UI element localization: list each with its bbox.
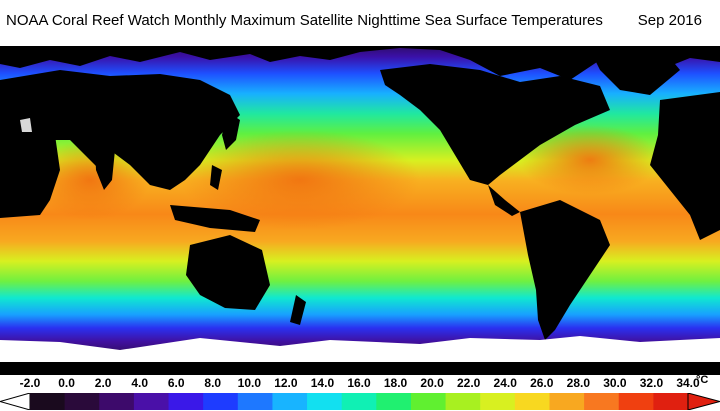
scale-swatch — [445, 393, 481, 410]
scale-swatch — [133, 393, 170, 410]
scale-label: 24.0 — [493, 376, 517, 390]
atlantic-warm-area — [520, 125, 660, 195]
scale-label: 30.0 — [603, 376, 627, 390]
scale-label: 4.0 — [131, 376, 148, 390]
scale-arrow-high — [687, 393, 720, 410]
scale-label: 18.0 — [383, 376, 408, 390]
scale-arrow-low — [0, 393, 31, 410]
scale-swatch — [653, 393, 689, 410]
scale-swatch — [549, 393, 585, 410]
philippines-land — [210, 165, 222, 190]
temperature-scale: -2.0 0.0 2.0 4.0 6.0 8.0 10.0 12.0 14.0 16.0 18.0 2… — [0, 374, 720, 411]
scale-swatch — [307, 393, 343, 410]
scale-swatch — [410, 393, 447, 410]
scale-swatch — [99, 393, 135, 410]
pacific-warm-pool — [180, 130, 420, 230]
new-zealand-land — [290, 295, 306, 325]
map-title: NOAA Coral Reef Watch Monthly Maximum Sa… — [6, 12, 603, 29]
color-bar — [0, 393, 720, 410]
scale-swatch — [584, 393, 620, 410]
scale-swatch — [237, 393, 273, 410]
scale-label: 12.0 — [274, 376, 298, 390]
north-america-land — [380, 64, 610, 185]
scale-swatch — [272, 393, 308, 410]
scale-label: 8.0 — [204, 376, 222, 390]
scale-label: 0.0 — [58, 376, 75, 390]
greenland-land — [590, 46, 680, 95]
scale-label: 32.0 — [639, 376, 664, 390]
scale-swatch — [64, 393, 100, 410]
scale-swatch — [168, 393, 204, 410]
ice-spot — [20, 118, 32, 132]
scale-label: 28.0 — [566, 376, 591, 390]
scale-label: 14.0 — [310, 376, 335, 390]
indonesia-land — [170, 205, 260, 232]
scale-swatch — [203, 393, 239, 410]
indian-warm-area — [30, 140, 150, 220]
scale-swatch — [618, 393, 654, 410]
title-bar: NOAA Coral Reef Watch Monthly Maximum Sa… — [0, 0, 720, 40]
south-america-land — [520, 200, 610, 340]
japan-land — [222, 112, 240, 150]
scale-label: 34.0 — [676, 376, 700, 390]
scale-swatch — [30, 393, 66, 410]
scale-swatch — [480, 393, 516, 410]
scale-label: 10.0 — [237, 376, 262, 390]
australia-land — [186, 235, 270, 310]
sst-map — [0, 40, 720, 375]
scale-label: 20.0 — [420, 376, 444, 390]
arctic-land — [0, 40, 720, 80]
scale-label: 2.0 — [94, 376, 112, 390]
scale-label: -2.0 — [19, 376, 41, 390]
scale-label: 22.0 — [456, 376, 481, 390]
scale-swatch — [341, 393, 377, 410]
scale-label: 6.0 — [167, 376, 185, 390]
map-date: Sep 2016 — [637, 12, 702, 29]
scale-swatch — [514, 393, 550, 410]
scale-labels: -2.0 0.0 2.0 4.0 6.0 8.0 10.0 12.0 14.0 16.0 18.0 2… — [0, 376, 720, 392]
antarctica-land — [0, 362, 720, 375]
scale-label: 16.0 — [347, 376, 371, 390]
europe-africa-land — [650, 92, 720, 240]
india-land — [95, 148, 115, 190]
scale-unit: °C — [696, 374, 709, 386]
ice-mask — [0, 336, 720, 362]
asia-land — [0, 70, 240, 190]
arctic-ice — [0, 40, 720, 46]
scale-label: 26.0 — [530, 376, 554, 390]
central-america-land — [488, 185, 520, 216]
scale-swatch — [376, 393, 412, 410]
